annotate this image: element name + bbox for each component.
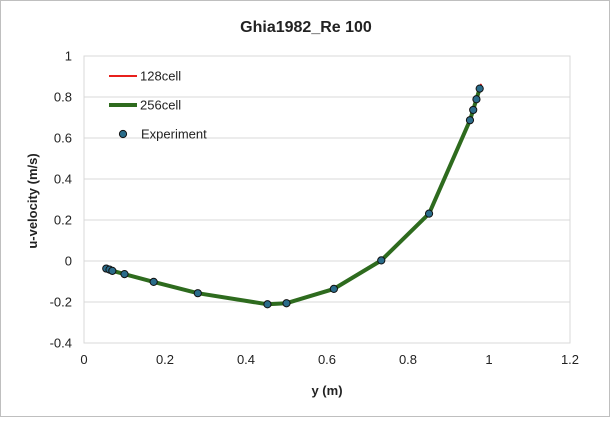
y-tick-label: 0.8: [54, 90, 72, 105]
axis-layer: -0.4 -0.2 0 0.2 0.4 0.6 0.8 1 0 0.2 0.4 0.6 0.8 1 1.2: [50, 49, 579, 368]
data-point-experiment: [377, 256, 386, 265]
data-point-experiment: [469, 105, 478, 115]
series-line-128cell: [105, 83, 482, 306]
series-line-256cell: [104, 86, 482, 307]
data-point-experiment: [424, 209, 434, 218]
chart-title: Ghia1982_Re 100: [240, 19, 372, 36]
y-tick-label: 1: [65, 49, 72, 64]
y-tick-label: -0.4: [50, 336, 72, 351]
series-layer: [102, 83, 484, 309]
data-point-experiment: [120, 270, 129, 279]
y-tick-label: -0.2: [50, 295, 72, 310]
data-point-experiment: [193, 289, 202, 298]
y-axis-title: u-velocity (m/s): [25, 153, 40, 248]
data-point-experiment: [329, 284, 338, 293]
y-tick-label: 0.4: [54, 172, 72, 187]
legend-label-128cell: 128cell: [140, 69, 181, 84]
legend-label-256cell: 256cell: [140, 98, 181, 113]
data-point-experiment: [263, 300, 272, 309]
data-point-experiment: [465, 116, 475, 125]
x-tick-label: 0.4: [237, 352, 255, 367]
y-tick-label: 0.2: [54, 213, 72, 228]
x-axis-title: y (m): [311, 383, 342, 398]
data-point-experiment: [282, 299, 291, 308]
legend-swatch-experiment: [118, 129, 128, 139]
data-point-experiment: [108, 266, 117, 275]
y-tick-label: 0: [65, 254, 72, 269]
x-tick-label: 1.2: [561, 352, 579, 367]
legend-label-experiment: Experiment: [141, 127, 207, 142]
x-tick-label: 0.2: [156, 352, 174, 367]
x-tick-label: 0: [80, 352, 87, 367]
y-tick-label: 0.6: [54, 131, 72, 146]
data-point-experiment: [472, 95, 481, 104]
data-point-experiment: [149, 277, 158, 287]
data-point-experiment: [475, 84, 484, 93]
plot-area: [83, 55, 571, 344]
grid-layer: [83, 55, 571, 344]
x-tick-label: 1: [485, 352, 492, 367]
x-tick-label: 0.8: [399, 352, 417, 367]
legend: 128cell 256cell Experiment: [109, 69, 207, 142]
x-tick-label: 0.6: [318, 352, 336, 367]
